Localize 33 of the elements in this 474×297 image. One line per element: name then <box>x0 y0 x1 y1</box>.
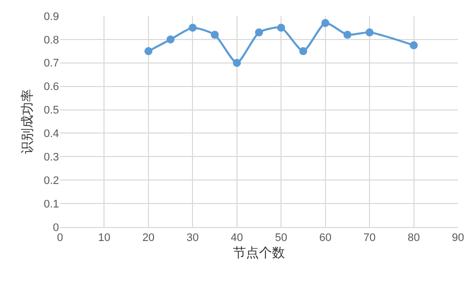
x-tick-label: 10 <box>98 232 110 244</box>
point <box>255 28 263 36</box>
x-tick-label: 80 <box>408 232 420 244</box>
x-axis-title: 节点个数 <box>233 246 285 261</box>
y-tick-label: 0.5 <box>44 104 59 117</box>
point <box>299 47 308 56</box>
x-tick-label: 20 <box>142 232 155 244</box>
point <box>277 24 286 32</box>
y-tick-label: 0.7 <box>44 58 59 70</box>
y-tick-label: 0.8 <box>44 34 59 46</box>
y-tick-label: 0.6 <box>44 81 59 94</box>
y-tick-label: 0 <box>52 222 59 234</box>
y-tick-label: 0.4 <box>44 128 59 140</box>
y-tick-label: 0.2 <box>44 174 59 187</box>
point <box>321 19 330 28</box>
y-tick-label: 0.1 <box>44 198 59 210</box>
y-axis-title: 识别成功率 <box>20 89 36 154</box>
y-tick-label: 0.9 <box>44 10 59 23</box>
point <box>144 47 152 56</box>
x-tick-label: 30 <box>186 232 199 244</box>
point <box>366 28 374 36</box>
point <box>210 30 219 39</box>
x-tick-label: 90 <box>452 232 464 244</box>
x-tick-label: 50 <box>274 232 288 244</box>
x-tick-label: 70 <box>363 232 376 244</box>
x-tick-label: 40 <box>230 232 244 244</box>
point <box>188 24 197 32</box>
point <box>232 58 241 67</box>
point <box>343 30 352 39</box>
y-tick-label: 0.3 <box>44 152 59 164</box>
point <box>410 41 418 50</box>
point <box>166 35 175 44</box>
x-tick-label: 60 <box>319 232 332 244</box>
